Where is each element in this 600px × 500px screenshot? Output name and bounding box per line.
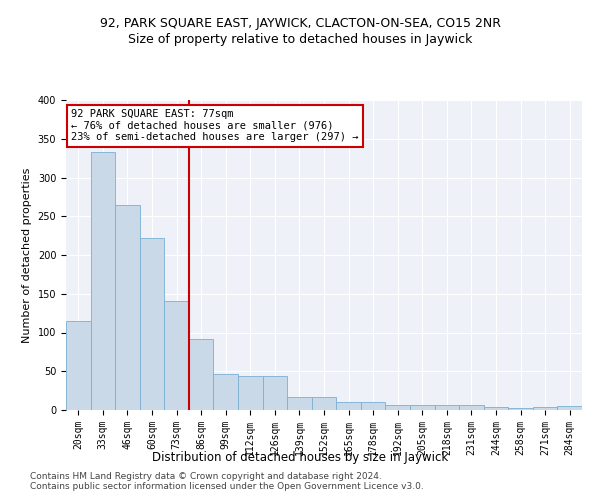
Text: Size of property relative to detached houses in Jaywick: Size of property relative to detached ho…: [128, 32, 472, 46]
Bar: [115, 204, 140, 410]
Y-axis label: Number of detached properties: Number of detached properties: [22, 168, 32, 342]
Bar: [434, 406, 459, 410]
Bar: [189, 338, 214, 410]
Bar: [287, 397, 312, 410]
Bar: [361, 402, 385, 410]
Bar: [336, 402, 361, 410]
Bar: [385, 404, 410, 410]
Bar: [533, 407, 557, 410]
Text: Contains public sector information licensed under the Open Government Licence v3: Contains public sector information licen…: [30, 482, 424, 491]
Bar: [91, 152, 115, 410]
Bar: [238, 376, 263, 410]
Text: 92, PARK SQUARE EAST, JAYWICK, CLACTON-ON-SEA, CO15 2NR: 92, PARK SQUARE EAST, JAYWICK, CLACTON-O…: [100, 18, 500, 30]
Bar: [66, 321, 91, 410]
Bar: [140, 238, 164, 410]
Text: 92 PARK SQUARE EAST: 77sqm
← 76% of detached houses are smaller (976)
23% of sem: 92 PARK SQUARE EAST: 77sqm ← 76% of deta…: [71, 110, 359, 142]
Bar: [312, 397, 336, 410]
Bar: [508, 408, 533, 410]
Text: Contains HM Land Registry data © Crown copyright and database right 2024.: Contains HM Land Registry data © Crown c…: [30, 472, 382, 481]
Bar: [214, 374, 238, 410]
Text: Distribution of detached houses by size in Jaywick: Distribution of detached houses by size …: [152, 451, 448, 464]
Bar: [164, 300, 189, 410]
Bar: [459, 406, 484, 410]
Bar: [484, 407, 508, 410]
Bar: [557, 406, 582, 410]
Bar: [263, 376, 287, 410]
Bar: [410, 406, 434, 410]
